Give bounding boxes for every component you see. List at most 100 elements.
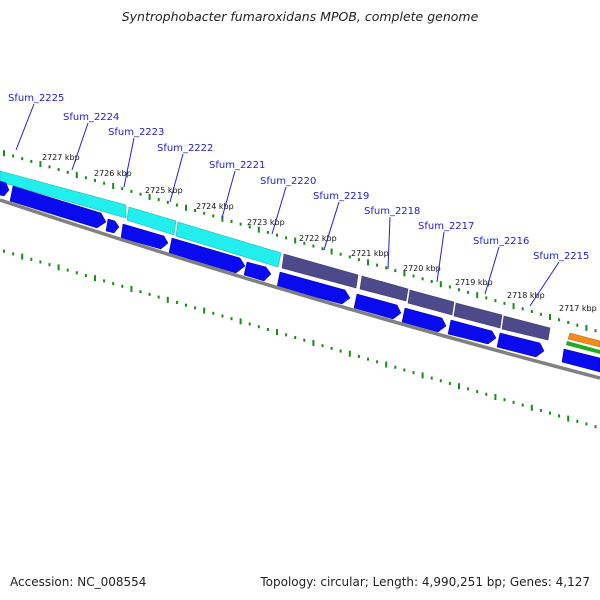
ruler-dot xyxy=(321,344,324,348)
ruler-dot xyxy=(266,327,269,331)
gene-label: Sfum_2219 xyxy=(313,191,369,202)
ruler-dot xyxy=(394,269,397,273)
gene-leader-line xyxy=(484,246,500,295)
ruler-dot xyxy=(439,281,442,288)
ruler-dot xyxy=(121,284,124,288)
ruler-dot xyxy=(549,411,551,415)
ruler-dot xyxy=(421,372,424,379)
ruler-dot xyxy=(230,219,233,223)
tick-label: 2723 kbp xyxy=(247,218,285,227)
ruler-dot xyxy=(312,339,315,346)
gene-label: Sfum_2220 xyxy=(260,176,316,187)
gene-labels: Sfum_2225 Sfum_2224 Sfum_2223 Sfum_2222 Sfum… xyxy=(8,93,589,307)
ruler-dot xyxy=(412,274,415,278)
ruler-dot xyxy=(30,159,33,163)
ruler-dot xyxy=(330,346,333,350)
ruler-dot xyxy=(476,390,479,394)
ruler-dot xyxy=(303,241,306,245)
ruler-dot xyxy=(530,310,533,314)
highlight-gene-sfum-2222 xyxy=(175,221,282,268)
highlight-gene-sfum-2223 xyxy=(126,206,177,236)
ruler-dot xyxy=(66,170,69,174)
ruler-dot xyxy=(21,253,24,260)
gene-leader-line xyxy=(323,201,340,251)
ruler-dot xyxy=(467,290,470,294)
gene-leader-line xyxy=(221,170,236,219)
ruler-dot xyxy=(248,225,251,229)
ruler-dot xyxy=(567,415,570,422)
ruler-dot xyxy=(530,404,533,411)
ruler-dot xyxy=(39,260,42,264)
ruler-dot xyxy=(376,360,379,364)
tick-label: 2720 kbp xyxy=(403,264,441,273)
ruler-dot xyxy=(503,398,506,402)
ruler-dot xyxy=(494,299,497,303)
ruler-dot xyxy=(130,285,133,292)
tick-label: 2727 kbp xyxy=(42,153,80,162)
ruler-dot xyxy=(485,296,488,300)
tick-label: 2724 kbp xyxy=(196,202,234,211)
ruler-dot xyxy=(148,292,151,296)
ruler-dot xyxy=(185,303,187,307)
ruler-dot xyxy=(430,376,433,380)
ruler-dot xyxy=(139,192,142,196)
cds-arrow xyxy=(447,319,497,345)
ruler-dot xyxy=(549,314,551,320)
coordinate-ticks: 2727 kbp 2726 kbp 2725 kbp 2724 kbp 2723 kbp… xyxy=(42,153,597,313)
ruler-dot xyxy=(385,266,388,270)
ruler-dot xyxy=(194,209,197,213)
cds-arrow xyxy=(243,261,272,282)
ruler-dot xyxy=(257,325,260,329)
ruler-dot xyxy=(94,179,96,182)
cds-arrow xyxy=(0,180,10,197)
ruler-dot xyxy=(175,203,178,207)
cds-arrow xyxy=(105,218,120,234)
ruler-dot xyxy=(321,247,324,251)
ruler-dot xyxy=(421,277,424,281)
ruler-dot xyxy=(312,244,315,248)
ruler-dot xyxy=(403,368,406,372)
tick-label: 2726 kbp xyxy=(94,169,132,178)
ruler-dot xyxy=(485,392,488,396)
highlight-gene-sfum-2220 xyxy=(281,253,359,289)
ruler-dot xyxy=(430,280,433,284)
tick-label: 2717 kbp xyxy=(559,304,597,313)
ruler-dot xyxy=(494,393,497,400)
ruler-dot xyxy=(567,320,570,324)
gene-label: Sfum_2217 xyxy=(418,221,474,232)
ruler-dot xyxy=(3,150,5,157)
ruler-dot xyxy=(357,354,360,358)
ruler-dot xyxy=(376,263,379,267)
ruler-dot xyxy=(539,312,542,316)
ruler-dot xyxy=(585,422,588,426)
gene-leader-line xyxy=(123,137,135,188)
gene-label: Sfum_2223 xyxy=(108,127,164,138)
tick-label: 2722 kbp xyxy=(299,234,337,243)
ruler-dot xyxy=(148,193,151,200)
ruler-dot xyxy=(203,307,206,314)
gene-label: Sfum_2222 xyxy=(157,143,213,154)
ruler-dot xyxy=(385,361,388,368)
ruler-dot xyxy=(75,271,78,275)
ruler-dot xyxy=(166,296,169,303)
tick-label: 2721 kbp xyxy=(351,249,389,258)
cds-arrow xyxy=(496,332,545,358)
cds-arrow xyxy=(401,307,447,333)
ruler-dot xyxy=(348,350,351,357)
ruler-dot xyxy=(467,387,470,391)
ruler-dot xyxy=(285,333,288,337)
genome-summary-text: Topology: circular; Length: 4,990,251 bp… xyxy=(260,575,590,589)
outer-dotted-ruler xyxy=(3,150,597,333)
ruler-dot xyxy=(257,226,260,233)
accession-text: Accession: NC_008554 xyxy=(10,575,147,589)
ruler-dot xyxy=(230,317,233,321)
gene-label: Sfum_2224 xyxy=(63,112,119,123)
ruler-dot xyxy=(103,181,106,185)
gene-leader-line xyxy=(529,261,560,307)
ruler-dot xyxy=(212,311,215,315)
ruler-dot xyxy=(403,270,406,277)
ruler-dot xyxy=(594,329,597,333)
ruler-dot xyxy=(12,154,15,158)
ruler-dot xyxy=(576,323,579,327)
ruler-dot xyxy=(48,165,51,169)
